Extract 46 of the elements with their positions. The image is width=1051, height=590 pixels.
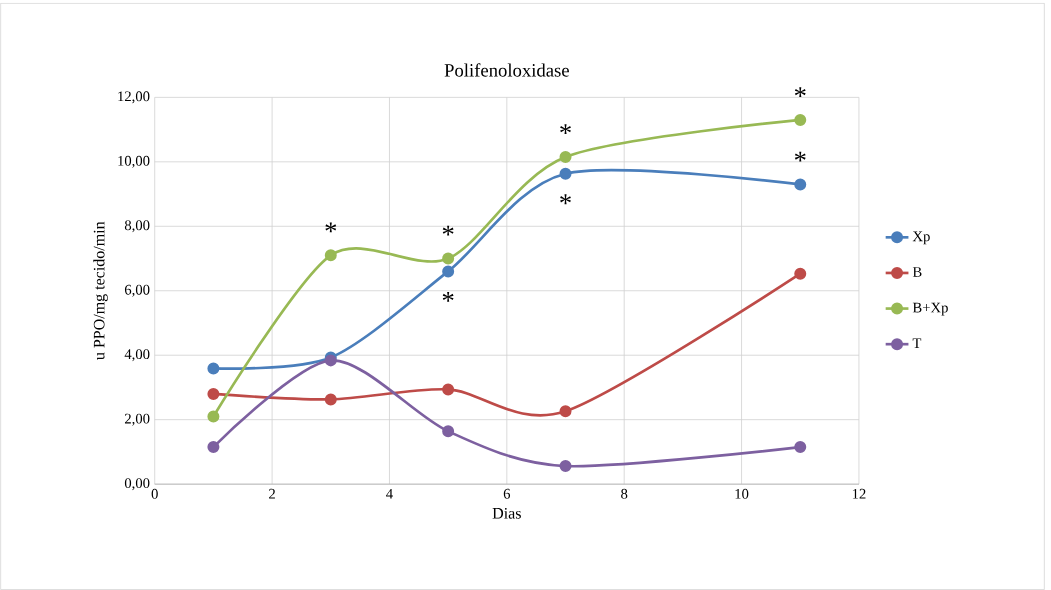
y-tick-label: 10,00 [118,155,150,168]
x-tick-label: 10 [735,488,749,499]
point [794,440,807,453]
point [794,267,807,280]
legend-label: B [912,267,922,277]
x-tick-label: 12 [852,488,866,499]
legend-label: T [912,338,922,348]
x-tick-label: 0 [151,488,158,499]
y-tick-label: 2,00 [124,413,150,426]
point [794,113,807,126]
point [207,362,220,375]
point [559,405,572,418]
point [207,440,220,453]
y-axis-title: u PPO/mg tecido/min [93,221,108,360]
y-tick-label: 12,00 [118,91,150,104]
point [324,393,337,406]
point [559,167,572,180]
x-tick-label: 6 [503,488,511,499]
annotation: * [325,222,337,233]
point [207,410,220,423]
y-tick-label: 0,00 [124,478,150,491]
point [442,383,455,396]
x-tick-label: 8 [621,488,628,499]
point [207,387,220,400]
annotation: * [560,124,571,134]
x-tick-label: 4 [386,488,393,499]
chart-title: Polifenoloxidase [444,63,569,77]
y-tick-label: 4,00 [124,349,150,362]
annotation: * [794,151,806,162]
point [442,252,455,265]
x-tick-label: 2 [269,488,275,499]
y-tick-label: 8,00 [124,220,150,233]
point [794,178,807,191]
legend-label: Xp [912,231,930,245]
point [442,265,455,278]
annotation: * [794,87,806,97]
x-axis-title: Dias [492,507,521,519]
annotation: * [442,225,454,236]
y-tick-label: 6,00 [124,284,150,297]
point [559,150,572,163]
point [324,249,337,262]
point [442,425,455,438]
legend-label: B+Xp [912,302,948,316]
annotation: * [442,291,454,302]
point [559,460,572,473]
annotation: * [560,194,571,205]
